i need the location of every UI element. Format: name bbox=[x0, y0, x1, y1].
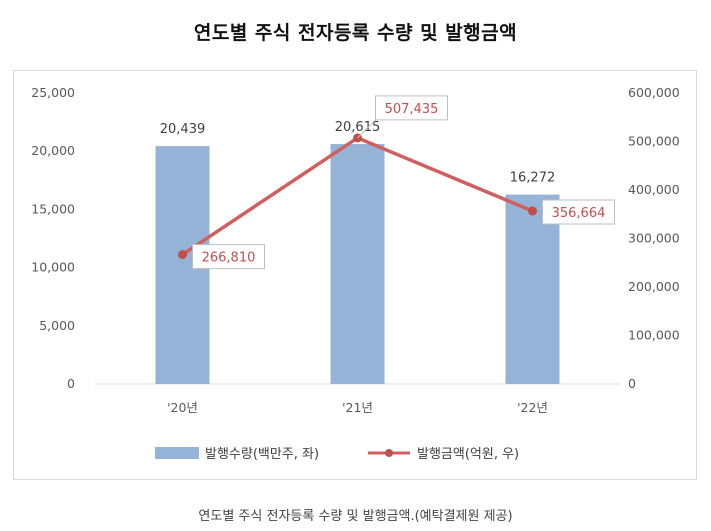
legend-label-bar: 발행수량(백만주, 좌) bbox=[205, 446, 319, 462]
y-right-tick-label: 600,000 bbox=[628, 85, 680, 100]
line-data-label: 356,664 bbox=[552, 206, 606, 221]
callout-leader bbox=[357, 119, 376, 139]
y-right-tick-label: 400,000 bbox=[628, 182, 680, 197]
y-left-tick-label: 15,000 bbox=[31, 201, 75, 216]
line-point bbox=[528, 206, 537, 216]
bar-data-label: 16,272 bbox=[510, 171, 556, 186]
x-tick-label: '21년 bbox=[342, 400, 373, 415]
line-data-label: 266,810 bbox=[202, 251, 256, 266]
y-left-tick-label: 0 bbox=[67, 376, 75, 391]
y-right-tick-label: 0 bbox=[628, 376, 636, 391]
y-right-tick-label: 200,000 bbox=[628, 279, 680, 294]
y-left-tick-label: 5,000 bbox=[39, 318, 75, 333]
bar bbox=[330, 144, 385, 384]
chart-title: 연도별 주식 전자등록 수량 및 발행금액 bbox=[193, 22, 518, 44]
y-right-tick-label: 100,000 bbox=[628, 328, 680, 343]
line-point bbox=[178, 250, 187, 260]
y-left-tick-label: 20,000 bbox=[31, 143, 75, 158]
x-tick-label: '20년 bbox=[167, 400, 198, 415]
line-data-label: 507,435 bbox=[385, 102, 439, 117]
y-left-tick-label: 10,000 bbox=[31, 260, 75, 275]
legend-marker-line bbox=[385, 449, 393, 457]
y-left-tick-label: 25,000 bbox=[31, 85, 75, 100]
callout-box bbox=[542, 199, 615, 225]
bar-data-label: 20,615 bbox=[335, 120, 381, 135]
callout-box bbox=[375, 95, 448, 121]
bar bbox=[505, 194, 560, 384]
y-right-tick-label: 500,000 bbox=[628, 134, 680, 149]
legend-swatch-bar bbox=[155, 447, 199, 459]
image-caption: 연도별 주식 전자등록 수량 및 발행금액.(예탁결제원 제공) bbox=[198, 509, 513, 524]
callout-box bbox=[192, 244, 265, 270]
x-tick-label: '22년 bbox=[517, 400, 548, 415]
y-right-tick-label: 300,000 bbox=[628, 231, 680, 246]
bar-data-label: 20,439 bbox=[160, 122, 206, 137]
legend-label-line: 발행금액(억원, 우) bbox=[417, 446, 519, 462]
